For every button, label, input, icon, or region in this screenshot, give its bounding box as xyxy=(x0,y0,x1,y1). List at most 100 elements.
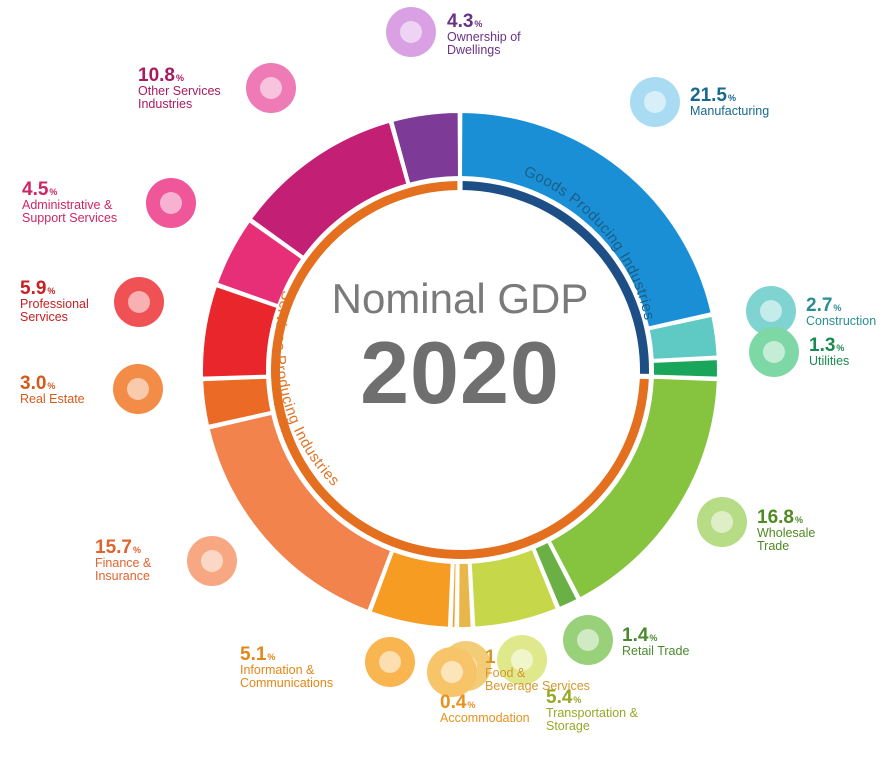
label-name: Utilities xyxy=(809,354,850,368)
label-name: Construction xyxy=(806,314,877,328)
slice-retail-trade xyxy=(533,540,579,610)
donut-slices xyxy=(201,110,719,629)
label-construction: 2.7% Construction xyxy=(806,296,876,328)
label-value: 21.5 xyxy=(690,85,727,106)
label-accommodation: 0.4% Accommodation xyxy=(440,693,530,725)
label-percent-sign: % xyxy=(573,695,582,705)
slice-finance-insurance xyxy=(207,412,393,613)
label-percent-sign: % xyxy=(649,633,658,643)
label-value: 0.4 xyxy=(440,692,467,713)
label-value: 10.8 xyxy=(138,65,175,86)
label-name: Storage xyxy=(546,719,590,733)
slice-other-services-industries xyxy=(249,120,409,259)
label-name: Beverage Services xyxy=(485,679,590,693)
slice-information-communications xyxy=(369,549,453,629)
label-name: Wholesale xyxy=(757,526,816,540)
label-percent-sign: % xyxy=(175,73,184,83)
label-name: Insurance xyxy=(95,569,150,583)
label-name: Communications xyxy=(240,676,334,690)
label-name: Information & xyxy=(240,663,315,677)
label-name: Other Services xyxy=(138,84,221,98)
label-name: Real Estate xyxy=(20,392,85,406)
label-value: 3.0 xyxy=(20,373,47,394)
label-value: 2.7 xyxy=(806,295,833,316)
label-value: 1.3 xyxy=(809,335,836,356)
label-name: Support Services xyxy=(22,211,118,225)
star-icon xyxy=(246,63,296,113)
house-icon xyxy=(113,364,163,414)
label-name: Trade xyxy=(757,539,790,553)
slice-wholesale-trade xyxy=(548,376,719,600)
label-other: 10.8% Other Services Industries xyxy=(138,66,221,111)
label-transport: 5.4% Transportation & Storage xyxy=(546,688,638,733)
label-value: 1.4 xyxy=(622,625,649,646)
label-infocomm: 5.1% Information & Communications xyxy=(240,645,333,690)
label-name: Professional xyxy=(20,297,89,311)
label-retail: 1.4% Retail Trade xyxy=(622,626,689,658)
label-professional: 5.9% Professional Services xyxy=(20,279,89,324)
factory-icon xyxy=(630,77,680,127)
label-finance: 15.7% Finance & Insurance xyxy=(95,538,151,583)
slice-accommodation xyxy=(450,561,458,629)
label-value: 5.9 xyxy=(20,278,47,299)
label-percent-sign: % xyxy=(836,343,845,353)
label-name: Administrative & xyxy=(22,198,113,212)
tablet-icon xyxy=(365,637,415,687)
lightbulb-icon xyxy=(749,327,799,377)
briefcase-icon xyxy=(114,277,164,327)
label-percent-sign: % xyxy=(132,545,141,555)
label-value: 1 xyxy=(485,647,496,668)
label-admin: 4.5% Administrative & Support Services xyxy=(22,180,117,225)
label-name: Finance & xyxy=(95,556,152,570)
label-value: 5.1 xyxy=(240,644,267,665)
building-icon xyxy=(386,7,436,57)
label-food: 1 Food & Beverage Services xyxy=(485,648,590,693)
label-name: Services xyxy=(20,310,68,324)
label-percent-sign: % xyxy=(47,286,56,296)
crane-icon xyxy=(746,286,796,336)
label-realestate: 3.0% Real Estate xyxy=(20,374,85,406)
label-name: Ownership of xyxy=(447,30,521,44)
slice-real-estate xyxy=(201,376,273,428)
label-percent-sign: % xyxy=(474,19,483,29)
label-utilities: 1.3% Utilities xyxy=(809,336,849,368)
slice-administrative-support-services xyxy=(215,219,304,307)
label-name: Industries xyxy=(138,97,193,111)
label-name: Transportation & xyxy=(546,706,638,720)
label-dwellings: 4.3% Ownership of Dwellings xyxy=(447,12,521,57)
label-value: 4.3 xyxy=(447,11,474,32)
label-value: 4.5 xyxy=(22,179,49,200)
label-percent-sign: % xyxy=(47,381,56,391)
slice-ownership-of-dwellings xyxy=(391,110,460,185)
truck-icon xyxy=(497,635,547,685)
label-name: Accommodation xyxy=(440,711,530,725)
slice-manufacturing xyxy=(460,110,713,329)
label-percent-sign: % xyxy=(833,303,842,313)
slice-professional-services xyxy=(201,284,279,379)
slice-food-beverage-services xyxy=(457,561,473,629)
chart-title: Nominal GDP xyxy=(331,275,589,322)
bed-icon xyxy=(427,647,477,697)
label-value: 5.4 xyxy=(546,687,573,708)
label-percent-sign: % xyxy=(794,515,803,525)
slice-construction xyxy=(647,314,719,361)
label-manufacturing: 21.5% Manufacturing xyxy=(690,86,769,118)
industry-icons xyxy=(113,7,799,697)
label-name: Dwellings xyxy=(447,43,501,57)
label-name: Manufacturing xyxy=(690,104,770,118)
label-percent-sign: % xyxy=(467,700,476,710)
cart-icon xyxy=(563,615,613,665)
label-value: 15.7 xyxy=(95,537,132,558)
label-name: Food & xyxy=(485,666,526,680)
label-value: 16.8 xyxy=(757,507,794,528)
label-percent-sign: % xyxy=(49,187,58,197)
chart-year: 2020 xyxy=(360,323,560,422)
umbrella-dollar-icon xyxy=(187,536,237,586)
label-percent-sign: % xyxy=(267,652,276,662)
person-icon xyxy=(146,178,196,228)
boxes-icon xyxy=(697,497,747,547)
label-percent-sign: % xyxy=(727,93,736,103)
slice-utilities xyxy=(651,358,719,379)
label-name: Retail Trade xyxy=(622,644,690,658)
